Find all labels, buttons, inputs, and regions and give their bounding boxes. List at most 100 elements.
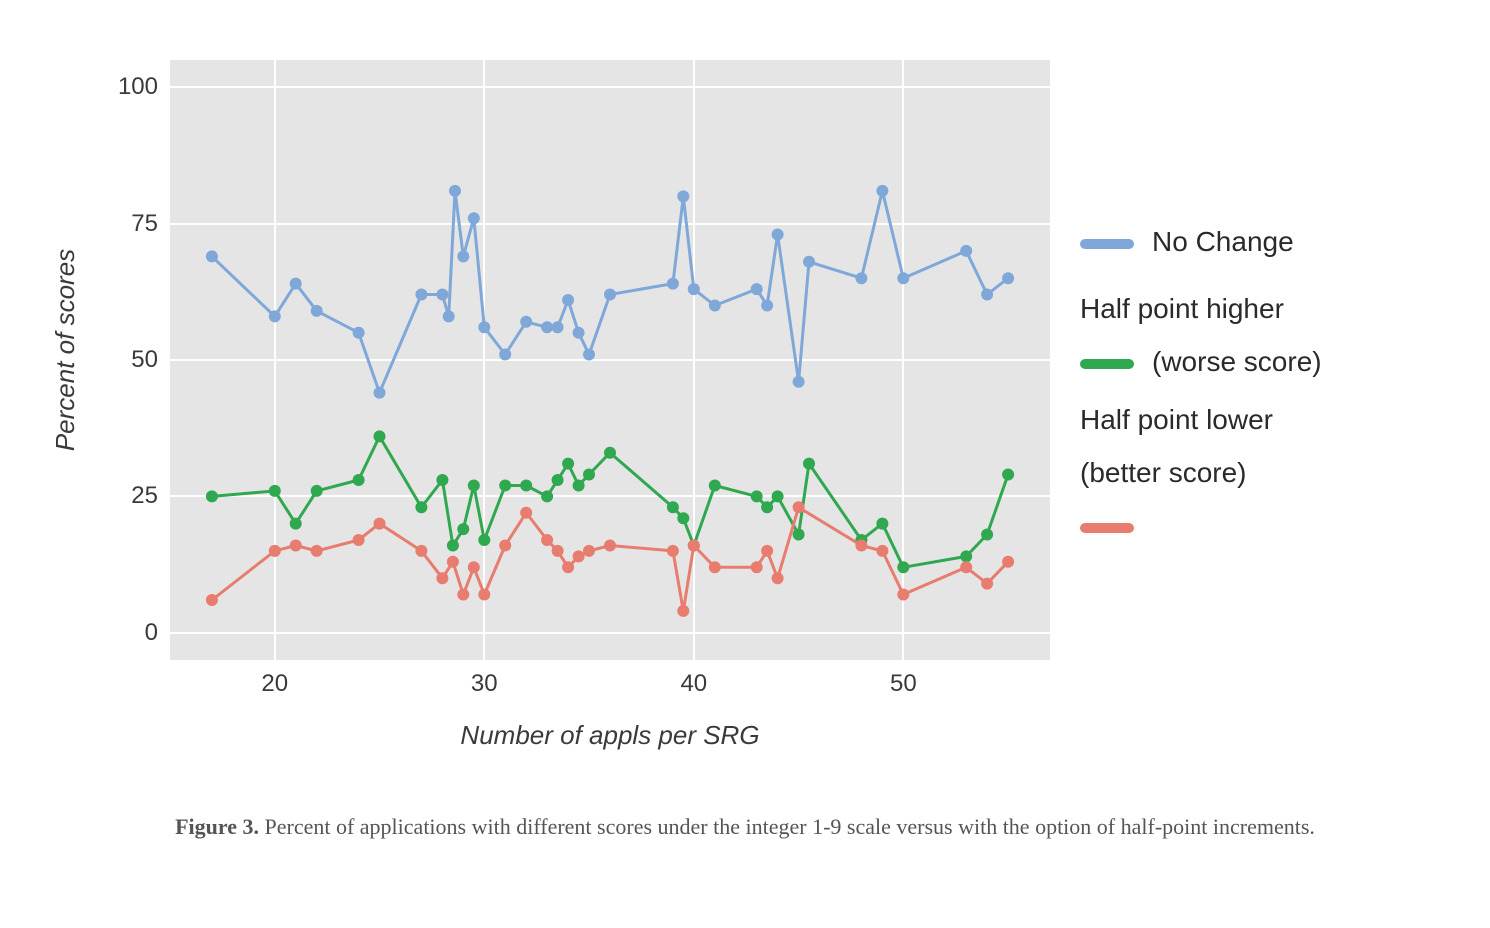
- series-point-half_higher: [677, 512, 689, 524]
- series-point-no_change: [573, 327, 585, 339]
- series-point-no_change: [290, 278, 302, 290]
- series-point-half_lower: [604, 540, 616, 552]
- series-point-no_change: [772, 229, 784, 241]
- series-point-half_lower: [583, 545, 595, 557]
- series-point-half_lower: [677, 605, 689, 617]
- series-point-no_change: [353, 327, 365, 339]
- series-point-half_lower: [478, 589, 490, 601]
- series-point-half_higher: [604, 447, 616, 459]
- series-point-no_change: [436, 289, 448, 301]
- series-point-half_lower: [562, 561, 574, 573]
- series-point-half_higher: [520, 480, 532, 492]
- series-point-half_lower: [876, 545, 888, 557]
- series-point-no_change: [688, 283, 700, 295]
- series-point-half_higher: [981, 529, 993, 541]
- series-point-no_change: [468, 212, 480, 224]
- series-line-half_lower: [212, 507, 1008, 611]
- series-point-half_lower: [457, 589, 469, 601]
- series-point-no_change: [478, 321, 490, 333]
- series-point-half_higher: [415, 501, 427, 513]
- series-point-half_lower: [206, 594, 218, 606]
- series-point-no_change: [960, 245, 972, 257]
- series-point-half_lower: [290, 540, 302, 552]
- series-point-half_lower: [499, 540, 511, 552]
- caption-prefix: Figure 3.: [175, 814, 259, 839]
- series-point-no_change: [803, 256, 815, 268]
- series-point-no_change: [709, 300, 721, 312]
- series-point-half_higher: [478, 534, 490, 546]
- legend-label-no-change: No Change: [1152, 226, 1294, 257]
- series-point-half_lower: [552, 545, 564, 557]
- series-point-no_change: [520, 316, 532, 328]
- series-point-half_higher: [803, 458, 815, 470]
- series-point-half_lower: [269, 545, 281, 557]
- series-point-no_change: [206, 250, 218, 262]
- legend-label-half-higher-2: (worse score): [1152, 346, 1322, 377]
- series-point-no_change: [311, 305, 323, 317]
- series-point-half_higher: [436, 474, 448, 486]
- series-point-half_lower: [667, 545, 679, 557]
- plot-area: [170, 60, 1050, 660]
- series-point-no_change: [751, 283, 763, 295]
- ytick-label: 25: [98, 482, 158, 510]
- series-point-half_higher: [793, 529, 805, 541]
- series-point-half_higher: [960, 550, 972, 562]
- series-point-no_change: [981, 289, 993, 301]
- series-point-half_higher: [761, 501, 773, 513]
- series-point-half_higher: [1002, 469, 1014, 481]
- ytick-label: 100: [98, 73, 158, 101]
- series-point-half_higher: [374, 430, 386, 442]
- series-point-half_lower: [447, 556, 459, 568]
- series-point-half_lower: [520, 507, 532, 519]
- series-point-no_change: [552, 321, 564, 333]
- legend-swatch-no-change: [1080, 239, 1134, 249]
- series-point-half_higher: [573, 480, 585, 492]
- series-point-half_higher: [562, 458, 574, 470]
- series-point-half_higher: [541, 490, 553, 502]
- series-point-half_lower: [1002, 556, 1014, 568]
- xtick-label: 30: [471, 670, 498, 698]
- series-point-no_change: [457, 250, 469, 262]
- series-point-no_change: [1002, 272, 1014, 284]
- series-point-no_change: [443, 310, 455, 322]
- series-point-half_lower: [761, 545, 773, 557]
- series-point-half_lower: [793, 501, 805, 513]
- legend-swatch-half-lower: [1080, 523, 1134, 533]
- series-point-half_higher: [583, 469, 595, 481]
- series-point-no_change: [855, 272, 867, 284]
- series-point-half_higher: [447, 540, 459, 552]
- figure-container: Percent of scores Number of appls per SR…: [0, 0, 1490, 928]
- legend-swatch-half-higher: [1080, 359, 1134, 369]
- series-point-half_higher: [751, 490, 763, 502]
- legend-item-half-higher: Half point higher (worse score): [1080, 282, 1322, 388]
- y-axis-label: Percent of scores: [50, 249, 81, 451]
- series-point-half_lower: [311, 545, 323, 557]
- series-point-half_lower: [855, 540, 867, 552]
- series-point-no_change: [415, 289, 427, 301]
- xtick-label: 40: [680, 670, 707, 698]
- series-point-half_higher: [311, 485, 323, 497]
- series-point-half_lower: [751, 561, 763, 573]
- series-point-half_higher: [897, 561, 909, 573]
- series-point-half_lower: [772, 572, 784, 584]
- series-point-half_lower: [468, 561, 480, 573]
- series-point-half_lower: [541, 534, 553, 546]
- series-point-half_higher: [468, 480, 480, 492]
- series-point-half_lower: [573, 550, 585, 562]
- series-point-half_lower: [353, 534, 365, 546]
- chart-wrapper: Percent of scores Number of appls per SR…: [60, 40, 1430, 760]
- series-point-no_change: [562, 294, 574, 306]
- series-point-no_change: [583, 349, 595, 361]
- series-point-half_lower: [415, 545, 427, 557]
- legend-item-half-lower: Half point lower (better score): [1080, 393, 1322, 553]
- series-point-half_higher: [457, 523, 469, 535]
- series-point-half_lower: [897, 589, 909, 601]
- series-svg: [170, 60, 1050, 660]
- series-point-no_change: [876, 185, 888, 197]
- series-point-half_lower: [374, 518, 386, 530]
- series-point-no_change: [897, 272, 909, 284]
- series-point-half_lower: [960, 561, 972, 573]
- series-point-half_higher: [206, 490, 218, 502]
- series-point-half_higher: [552, 474, 564, 486]
- series-point-no_change: [374, 387, 386, 399]
